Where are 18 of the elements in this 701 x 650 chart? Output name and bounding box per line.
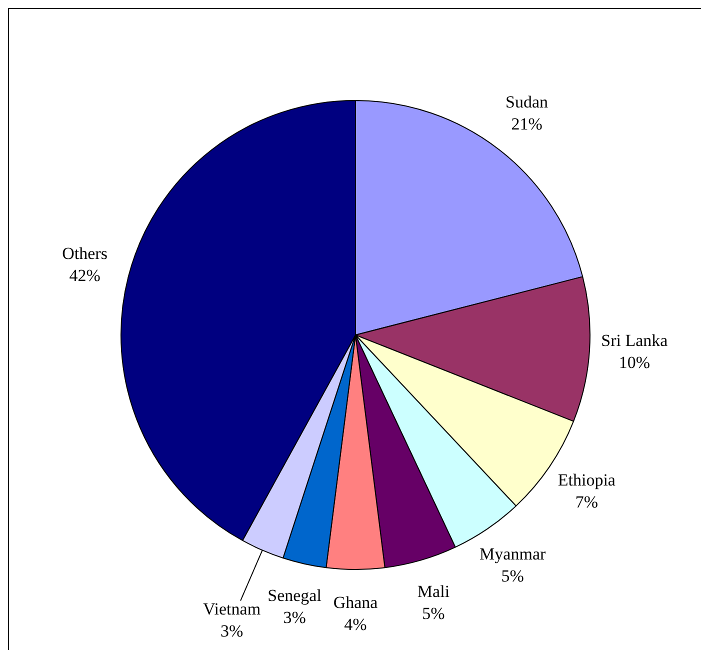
- slice-label: Ghana: [333, 592, 378, 612]
- data-label: 4%: [344, 614, 367, 634]
- slice-label: Sri Lanka: [601, 331, 668, 350]
- slice-label: Mali: [417, 582, 450, 601]
- data-label: 5%: [501, 566, 524, 586]
- data-label: 7%: [575, 492, 598, 512]
- slice-label: Myanmar: [480, 544, 546, 564]
- data-label: 42%: [69, 266, 100, 285]
- slice-label: Ethiopia: [558, 470, 616, 490]
- data-label: 3%: [283, 608, 306, 628]
- data-label: 3%: [220, 621, 244, 640]
- data-label: 21%: [511, 114, 542, 134]
- data-label: 5%: [422, 604, 445, 623]
- data-label: 10%: [618, 353, 650, 372]
- slice-label: Sudan: [506, 92, 549, 112]
- slice-label: Senegal: [268, 586, 322, 606]
- slice-label: Vietnam: [203, 599, 261, 618]
- slice-label: Others: [62, 244, 108, 263]
